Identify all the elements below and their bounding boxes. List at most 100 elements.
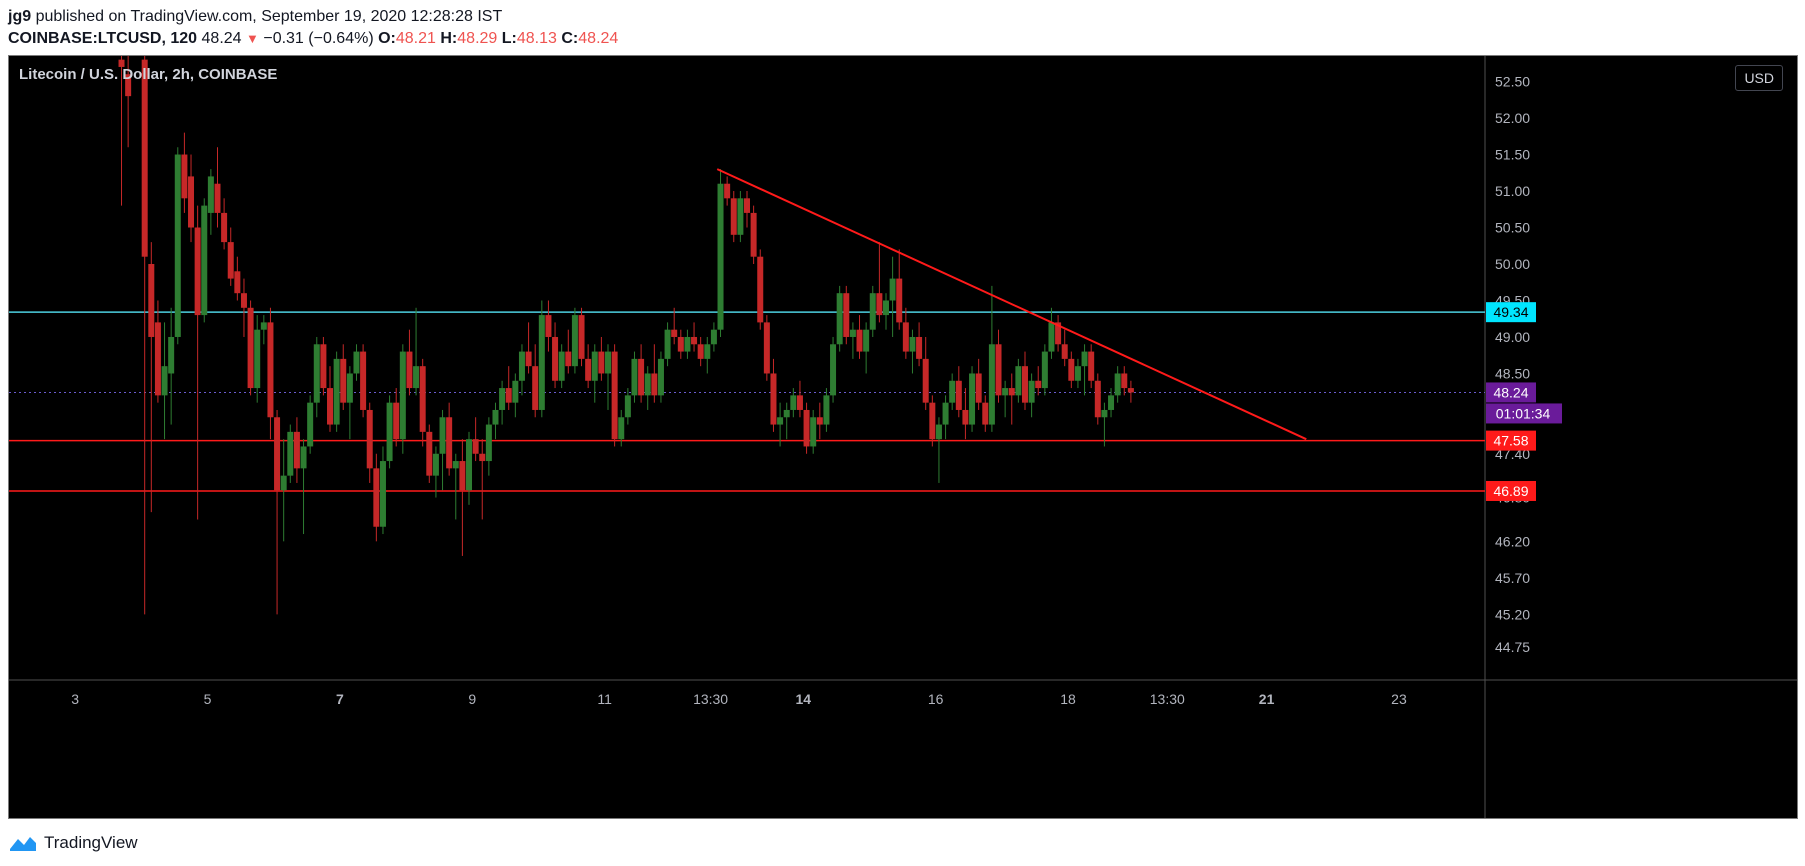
price-tick-label: 50.50 <box>1495 220 1530 236</box>
candle-body <box>730 198 737 235</box>
candle-body <box>247 307 254 389</box>
candle-body <box>651 373 658 396</box>
candle-body <box>988 344 995 425</box>
time-tick-label: 13:30 <box>1150 691 1185 707</box>
candle-body <box>499 388 506 410</box>
last-price-tag <box>1486 382 1536 403</box>
candle-body <box>922 358 929 403</box>
candle-body <box>1055 322 1062 345</box>
last-price-value: 48.24 <box>201 30 242 47</box>
candle-body <box>810 417 817 447</box>
price-tick-label: 46.20 <box>1495 533 1530 549</box>
candle-body <box>466 439 473 491</box>
candle-body <box>849 329 856 337</box>
candle-body <box>518 351 525 381</box>
candle-body <box>168 336 175 374</box>
candle-body <box>624 395 631 418</box>
candle-body <box>591 351 598 381</box>
candle-body <box>320 344 327 389</box>
candle-body <box>413 366 420 389</box>
candle-body <box>611 351 618 440</box>
candle-body <box>704 344 711 359</box>
candle-body <box>929 402 936 440</box>
candle-body <box>1081 351 1088 367</box>
candle-body <box>1121 373 1128 389</box>
tradingview-logo-icon[interactable] <box>8 833 38 853</box>
candle-body <box>452 461 459 469</box>
candle-body <box>432 453 439 476</box>
symbol-label: COINBASE:LTCUSD, 120 <box>8 30 198 47</box>
price-tick-label: 49.00 <box>1495 329 1530 345</box>
open-label: O: <box>378 30 396 47</box>
candle-body <box>340 358 347 403</box>
candle-body <box>684 336 691 352</box>
candle-body <box>260 322 267 330</box>
candle-body <box>366 409 373 469</box>
candle-body <box>399 351 406 440</box>
candle-body <box>962 409 969 425</box>
price-tick-label: 45.70 <box>1495 570 1530 586</box>
support-lower-price-label: 46.89 <box>1493 483 1528 499</box>
candle-body <box>744 198 750 213</box>
candle-body <box>181 154 188 199</box>
candle-body <box>227 242 234 279</box>
support-upper-price-label: 47.58 <box>1493 433 1528 449</box>
candle-body <box>671 329 678 337</box>
down-triangle-icon: ▼ <box>246 31 259 46</box>
resistance-price-tag <box>1486 302 1536 323</box>
candle-body <box>240 293 247 308</box>
candle-body <box>876 293 883 316</box>
candles-group <box>118 56 1134 615</box>
price-tick-label: 48.50 <box>1495 365 1530 381</box>
candle-body <box>697 344 704 359</box>
publish-line: jg9 published on TradingView.com, Septem… <box>8 6 1798 28</box>
candle-body <box>419 366 426 432</box>
candle-body <box>207 176 214 213</box>
author-name[interactable]: jg9 <box>8 8 32 25</box>
candle-body <box>545 315 552 337</box>
candle-body <box>856 329 863 352</box>
candle-body <box>459 461 466 491</box>
candle-body <box>118 59 125 67</box>
candle-body <box>439 417 446 454</box>
brand-name[interactable]: TradingView <box>44 833 138 852</box>
candle-body <box>710 329 717 345</box>
low-value: 48.13 <box>516 30 557 47</box>
candle-body <box>525 351 532 367</box>
change-value: −0.31 (−0.64%) <box>263 30 374 47</box>
candle-body <box>194 227 201 316</box>
time-tick-label: 21 <box>1259 691 1275 707</box>
candle-body <box>300 446 307 469</box>
chart-header: jg9 published on TradingView.com, Septem… <box>8 6 1798 50</box>
candle-body <box>863 329 870 352</box>
candle-body <box>174 154 181 337</box>
candle-body <box>916 336 923 359</box>
time-tick-label: 3 <box>71 691 79 707</box>
candle-body <box>796 395 803 410</box>
candle-body <box>902 322 909 352</box>
candle-body <box>1074 366 1081 381</box>
candle-body <box>571 315 578 367</box>
candle-body <box>1127 388 1134 393</box>
chart-frame[interactable]: 52.50 52.00 51.50 51.00 50.50 50.00 49.50 49.00… <box>8 55 1798 819</box>
candle-body <box>386 402 393 462</box>
descending-trendline <box>716 168 1307 441</box>
candlestick-chart[interactable]: 52.5052.0051.5051.0050.5050.0049.5049.00… <box>9 56 1797 818</box>
close-label: C: <box>561 30 579 47</box>
currency-button[interactable]: USD <box>1735 65 1783 91</box>
open-value: 48.21 <box>395 30 436 47</box>
time-tick-label: 23 <box>1391 691 1407 707</box>
candle-body <box>379 461 386 527</box>
candle-body <box>598 351 605 374</box>
candle-body <box>280 475 287 491</box>
candle-body <box>790 395 797 410</box>
candle-body <box>869 293 876 330</box>
candle-body <box>585 358 592 381</box>
candle-body <box>287 431 294 476</box>
resistance-price-label: 49.34 <box>1493 304 1528 320</box>
candle-body <box>188 176 195 228</box>
candle-body <box>1008 388 1015 396</box>
time-tick-label: 7 <box>336 691 344 707</box>
price-tick-label: 45.20 <box>1495 606 1530 622</box>
candle-body <box>664 329 671 359</box>
